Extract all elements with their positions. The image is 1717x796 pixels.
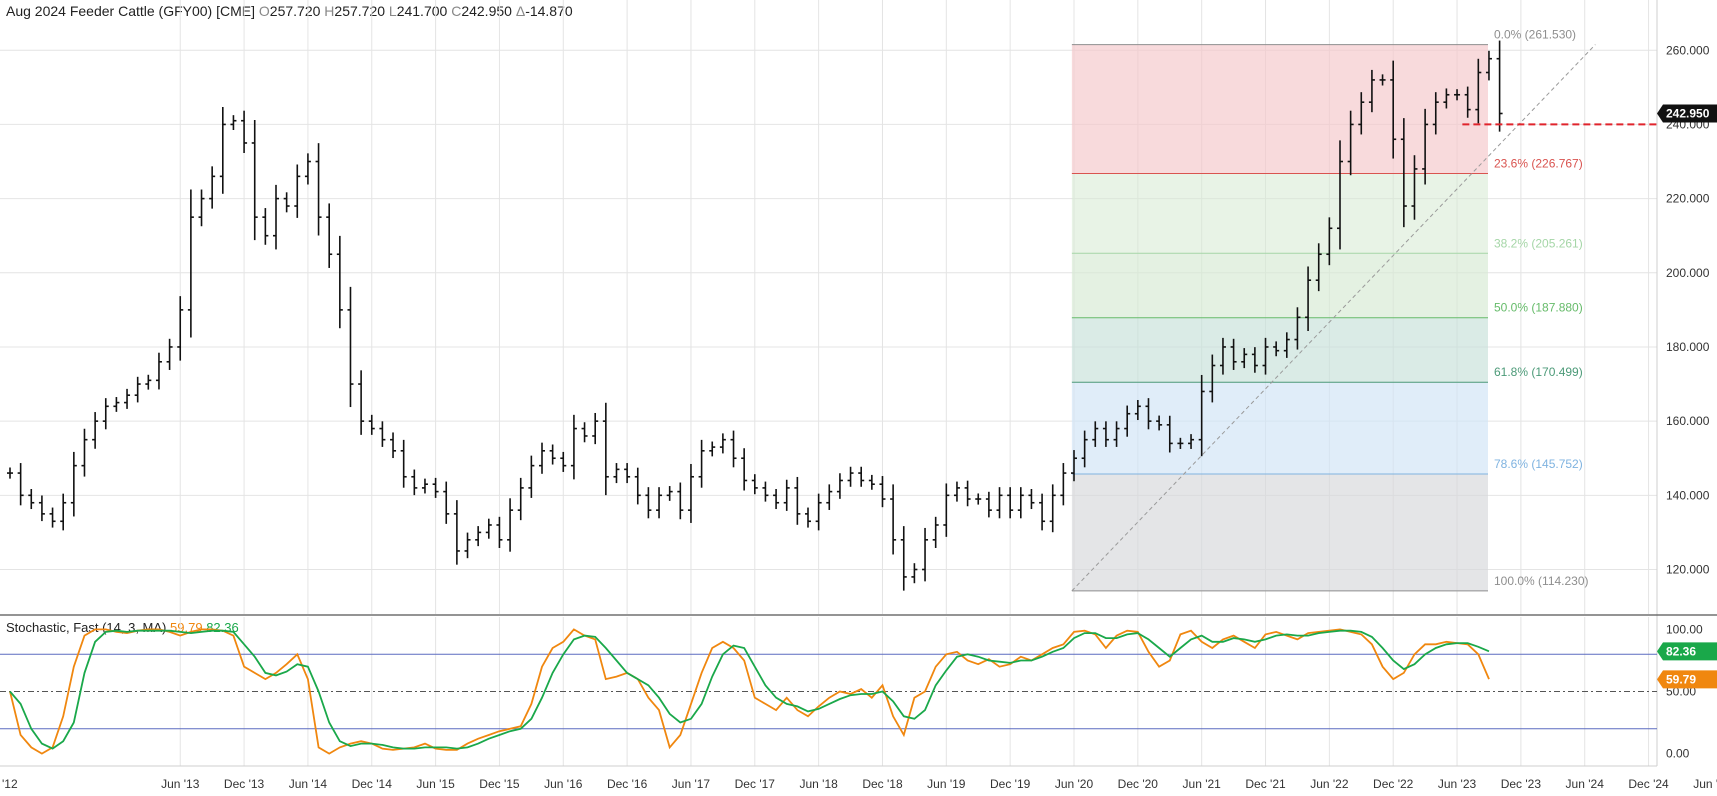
fib-zone: [1071, 382, 1488, 474]
time-tick-label: Dec '13: [224, 777, 265, 791]
fib-level-label: 61.8% (170.499): [1494, 365, 1583, 379]
stoch-d-badge: [1657, 642, 1717, 661]
time-tick-label: Dec '19: [990, 777, 1031, 791]
time-tick-label: Dec '17: [735, 777, 776, 791]
fib-zone: [1071, 173, 1488, 254]
fib-level-label: 100.0% (114.230): [1494, 574, 1589, 588]
fib-level-label: 23.6% (226.767): [1494, 157, 1583, 171]
price-tick-label: 220.000: [1666, 192, 1710, 206]
fib-trend-line: [1071, 44, 1596, 592]
time-tick-label: Jun '19: [927, 777, 966, 791]
price-tick-label: 140.000: [1666, 488, 1710, 502]
time-tick-label: Dec '15: [479, 777, 520, 791]
price-tick-label: 180.000: [1666, 340, 1710, 354]
time-axis: '12 Jun '13 Dec '13 Jun '14 Dec '14 Jun '15 De…: [2, 777, 1717, 791]
time-tick-label: Jun '17: [672, 777, 711, 791]
time-tick-label: Dec '14: [352, 777, 393, 791]
fib-level-label: 0.0% (261.530): [1494, 28, 1576, 42]
fib-zone: [1071, 253, 1488, 318]
close-key: C: [451, 3, 462, 19]
ohlc-bars: [7, 40, 1503, 591]
time-tick-label: Jun '21: [1183, 777, 1222, 791]
time-tick-label: Dec '20: [1118, 777, 1159, 791]
time-tick-label: Dec '21: [1245, 777, 1286, 791]
fib-level-label: 38.2% (205.261): [1494, 236, 1583, 250]
time-tick-label: Jun '22: [1310, 777, 1349, 791]
stoch-k-badge: [1657, 670, 1717, 689]
time-tick-label: Jun '16: [544, 777, 583, 791]
chart-header: Aug 2024 Feeder Cattle (GFY00) [CME] O 25…: [6, 3, 573, 19]
fib-zone: [1071, 317, 1488, 383]
stoch-d-badge-label: 82.36: [1666, 644, 1696, 658]
time-tick-label: Dec '24: [1628, 777, 1669, 791]
time-tick-label: Jun '23: [1438, 777, 1477, 791]
symbol-title: Aug 2024 Feeder Cattle (GFY00) [CME]: [6, 3, 255, 19]
price-tick-label: 120.000: [1666, 562, 1710, 576]
time-tick-label: Jun '13: [161, 777, 200, 791]
fibonacci-retracement: 0.0% (261.530) 23.6% (226.767) 38.2% (205.…: [1071, 28, 1596, 592]
low-value: 241.700: [396, 3, 448, 19]
time-tick-label: Dec '23: [1501, 777, 1542, 791]
fib-level-label: 50.0% (187.880): [1494, 301, 1583, 315]
stoch-line-d: [9, 629, 1490, 750]
time-tick-label: Jun '18: [799, 777, 838, 791]
time-tick-label: Jun '15: [416, 777, 455, 791]
stoch-tick-label: 0.00: [1666, 747, 1690, 761]
high-key: H: [324, 3, 335, 19]
fib-zone: [1071, 44, 1488, 174]
time-tick-label: Jun '20: [1055, 777, 1094, 791]
change-value: -14.870: [525, 3, 573, 19]
high-value: 257.720: [334, 3, 386, 19]
price-tick-label: 260.000: [1666, 43, 1710, 57]
last-price-badge-label: 242.950: [1666, 106, 1710, 120]
price-tick-label: 160.000: [1666, 414, 1710, 428]
low-key: L: [388, 3, 397, 19]
fib-level-label: 78.6% (145.752): [1494, 457, 1583, 471]
change-key: Δ: [515, 3, 526, 19]
time-tick-label: Jun '25: [1693, 777, 1717, 791]
time-tick-label: Dec '16: [607, 777, 648, 791]
price-axis: 120.000 140.000 160.000 180.000 200.000 220.0…: [1656, 0, 1717, 766]
time-tick-label: '12: [2, 777, 18, 791]
time-tick-label: Jun '24: [1566, 777, 1605, 791]
open-key: O: [258, 3, 270, 19]
fib-zone: [1071, 473, 1488, 591]
last-price-badge: [1657, 104, 1717, 123]
time-tick-label: Jun '14: [289, 777, 328, 791]
stoch-line-k: [9, 628, 1490, 755]
time-tick-label: Dec '22: [1373, 777, 1414, 791]
stoch-tick-label: 100.00: [1666, 622, 1703, 636]
price-tick-label: 200.000: [1666, 266, 1710, 280]
stoch-k-badge-label: 59.79: [1666, 672, 1696, 686]
time-tick-label: Dec '18: [862, 777, 903, 791]
